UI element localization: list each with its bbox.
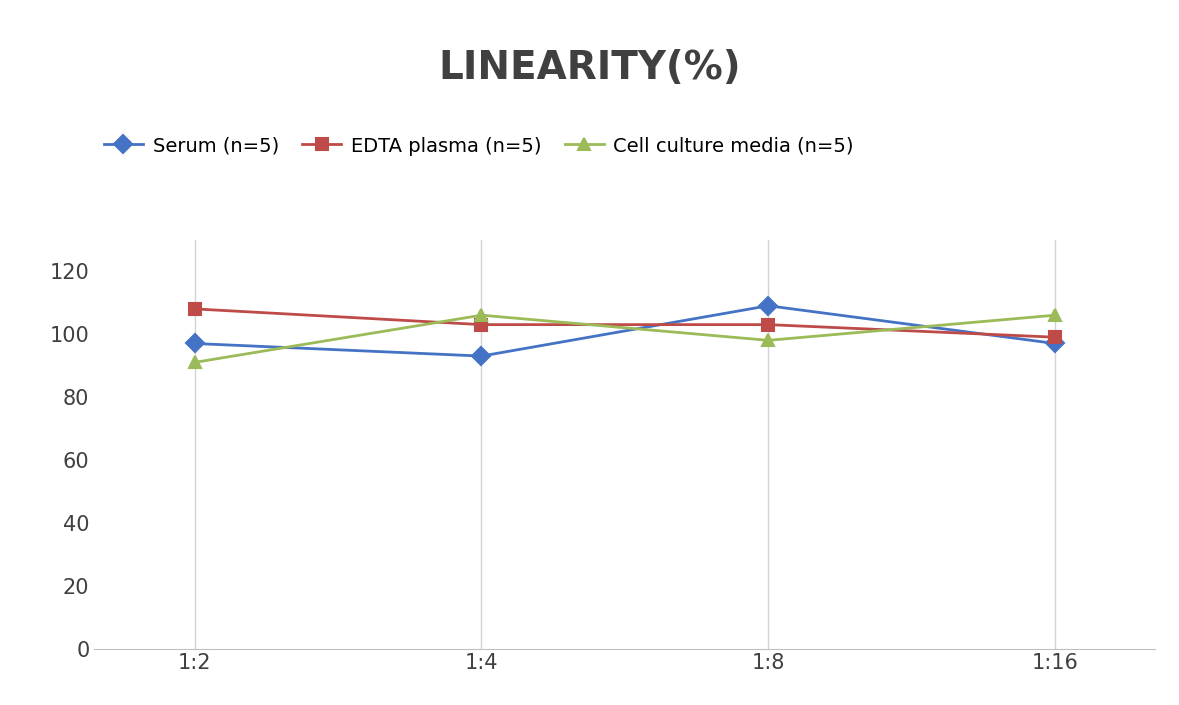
Text: LINEARITY(%): LINEARITY(%) xyxy=(439,49,740,87)
Legend: Serum (n=5), EDTA plasma (n=5), Cell culture media (n=5): Serum (n=5), EDTA plasma (n=5), Cell cul… xyxy=(104,137,854,156)
